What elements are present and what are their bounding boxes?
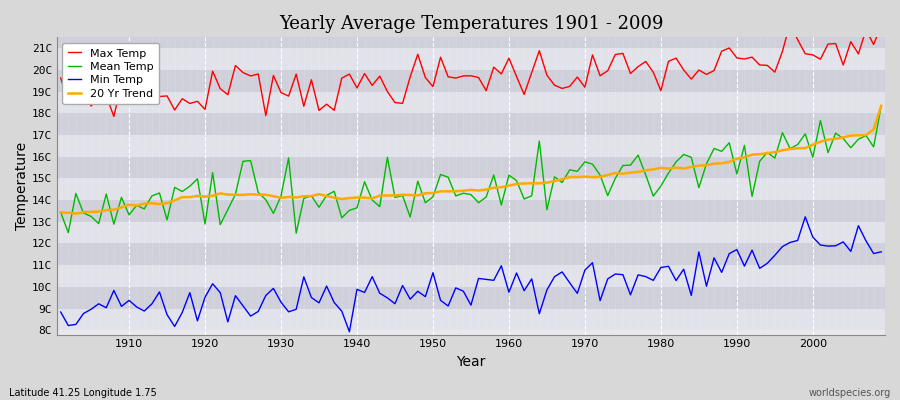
20 Yr Trend bbox=[337, 197, 347, 202]
Mean Temp bbox=[503, 173, 514, 178]
20 Yr Trend bbox=[503, 183, 514, 188]
Mean Temp bbox=[602, 193, 613, 198]
Line: Mean Temp: Mean Temp bbox=[60, 106, 881, 233]
X-axis label: Year: Year bbox=[456, 355, 486, 369]
Max Temp bbox=[55, 76, 66, 80]
Min Temp bbox=[55, 310, 66, 314]
20 Yr Trend bbox=[55, 210, 66, 215]
Line: Min Temp: Min Temp bbox=[60, 217, 881, 332]
Bar bbox=[57, 70, 885, 92]
Max Temp bbox=[291, 72, 302, 76]
Mean Temp bbox=[876, 104, 886, 108]
Line: 20 Yr Trend: 20 Yr Trend bbox=[60, 106, 881, 214]
Bar bbox=[57, 26, 885, 48]
Mean Temp bbox=[55, 210, 66, 215]
20 Yr Trend bbox=[70, 211, 81, 216]
Max Temp bbox=[876, 23, 886, 28]
Y-axis label: Temperature: Temperature bbox=[15, 142, 29, 230]
Bar bbox=[57, 135, 885, 157]
Min Temp bbox=[602, 276, 613, 281]
Max Temp bbox=[109, 114, 120, 119]
Min Temp bbox=[284, 309, 294, 314]
Min Temp bbox=[344, 329, 355, 334]
Bar bbox=[57, 308, 885, 330]
Max Temp bbox=[511, 74, 522, 79]
Min Temp bbox=[876, 249, 886, 254]
Min Temp bbox=[328, 300, 339, 305]
Legend: Max Temp, Mean Temp, Min Temp, 20 Yr Trend: Max Temp, Mean Temp, Min Temp, 20 Yr Tre… bbox=[62, 43, 159, 104]
Text: Latitude 41.25 Longitude 1.75: Latitude 41.25 Longitude 1.75 bbox=[9, 388, 157, 398]
Max Temp bbox=[785, 21, 796, 26]
Mean Temp bbox=[291, 231, 302, 236]
Bar bbox=[57, 222, 885, 244]
Line: Max Temp: Max Temp bbox=[60, 23, 881, 116]
Bar bbox=[57, 48, 885, 70]
Text: worldspecies.org: worldspecies.org bbox=[809, 388, 891, 398]
Mean Temp bbox=[337, 216, 347, 220]
Mean Temp bbox=[511, 178, 522, 183]
Min Temp bbox=[800, 214, 811, 219]
Mean Temp bbox=[284, 156, 294, 160]
Bar bbox=[57, 113, 885, 135]
20 Yr Trend bbox=[123, 202, 134, 207]
Bar bbox=[57, 92, 885, 113]
20 Yr Trend bbox=[876, 104, 886, 108]
Max Temp bbox=[503, 56, 514, 60]
20 Yr Trend bbox=[511, 182, 522, 186]
Min Temp bbox=[511, 271, 522, 276]
Bar bbox=[57, 265, 885, 287]
20 Yr Trend bbox=[291, 195, 302, 200]
Mean Temp bbox=[116, 195, 127, 200]
Max Temp bbox=[337, 76, 347, 80]
Bar bbox=[57, 157, 885, 178]
Min Temp bbox=[116, 304, 127, 309]
Bar bbox=[57, 178, 885, 200]
Min Temp bbox=[503, 290, 514, 295]
Max Temp bbox=[602, 68, 613, 73]
Bar bbox=[57, 287, 885, 308]
Max Temp bbox=[123, 85, 134, 90]
Bar bbox=[57, 200, 885, 222]
Title: Yearly Average Temperatures 1901 - 2009: Yearly Average Temperatures 1901 - 2009 bbox=[279, 15, 663, 33]
20 Yr Trend bbox=[602, 172, 613, 177]
Bar bbox=[57, 244, 885, 265]
